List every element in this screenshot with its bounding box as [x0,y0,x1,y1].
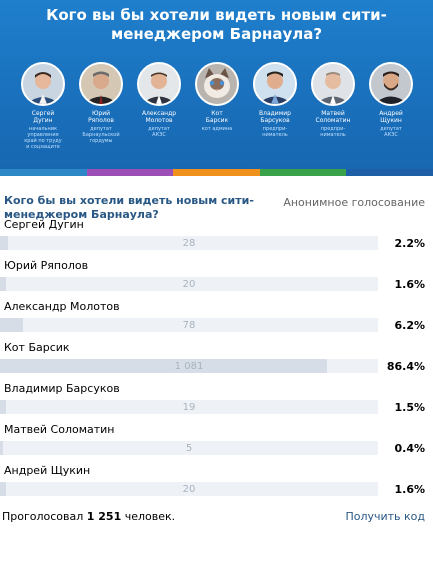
candidate-card: Сергей Дугин начальник управления край по… [14,62,72,150]
banner-title: Кого вы бы хотели видеть новым сити- мен… [0,6,433,44]
candidate-name: Юрий Ряполов [88,110,114,124]
poll-option[interactable]: Матвей Соломатин 5 0.4% [0,423,433,464]
poll-header: Кого бы вы хотели видеть новым сити-мене… [0,176,433,221]
banner-title-line-1: Кого вы бы хотели видеть новым сити- [46,6,387,24]
color-stripe [0,169,433,176]
option-percent: 1.5% [394,401,425,414]
candidate-role: предпри- ниматель [262,126,288,138]
total-suffix: человек. [124,510,176,523]
option-percent: 86.4% [386,360,425,373]
option-vote-count: 78 [182,320,196,331]
candidate-card: Кот Барсик кот админа [188,62,246,150]
stripe-segment [0,169,87,176]
candidate-card: Юрий Ряполов депутат Барнаульской гордумы [72,62,130,150]
option-label: Матвей Соломатин [4,423,115,436]
stripe-segment [86,169,174,176]
stripe-segment [259,169,347,176]
candidate-photo [195,62,239,106]
option-bar: 5 [0,441,378,455]
candidate-role: предпри- ниматель [320,126,346,138]
option-bar: 20 [0,482,378,496]
candidate-card: Александр Молотов депутат АКЗС [130,62,188,150]
option-label: Александр Молотов [4,300,120,313]
option-bar: 78 [0,318,378,332]
poll-option[interactable]: Сергей Дугин 28 2.2% [0,218,433,259]
option-vote-count: 20 [182,279,196,290]
candidate-photo [137,62,181,106]
option-bar-fill [0,359,327,373]
option-percent: 1.6% [394,278,425,291]
total-prefix: Проголосовал [2,510,84,523]
anonymous-vote-label: Анонимное голосование [283,196,425,209]
candidate-photo [369,62,413,106]
option-bar-fill [0,318,23,332]
option-bar-fill [0,400,6,414]
option-vote-count: 28 [182,238,196,249]
candidate-name: Александр Молотов [141,110,177,124]
poll-option[interactable]: Юрий Ряполов 20 1.6% [0,259,433,300]
option-bar-fill [0,236,8,250]
option-bar: 28 [0,236,378,250]
poll-option[interactable]: Владимир Барсуков 19 1.5% [0,382,433,423]
candidate-portraits: Сергей Дугин начальник управления край по… [14,62,425,150]
candidate-role: депутат АКЗС [380,126,402,138]
candidate-role: кот админа [201,126,233,132]
option-bar-fill [0,482,6,496]
poll-option[interactable]: Александр Молотов 78 6.2% [0,300,433,341]
poll-banner-image: Кого вы бы хотели видеть новым сити- мен… [0,0,433,176]
option-bar-fill [0,277,6,291]
poll-option[interactable]: Кот Барсик 1 081 86.4% [0,341,433,382]
option-percent: 6.2% [394,319,425,332]
get-code-link[interactable]: Получить код [345,510,425,523]
candidate-card: Владимир Барсуков предпри- ниматель [246,62,304,150]
candidate-name: Сергей Дугин [31,110,55,124]
option-bar-fill [0,441,3,455]
option-label: Кот Барсик [4,341,70,354]
option-label: Андрей Щукин [4,464,91,477]
candidate-card: Матвей Соломатин предпри- ниматель [304,62,362,150]
candidate-name: Владимир Барсуков [259,110,291,124]
candidate-photo [311,62,355,106]
total-count: 1 251 [86,510,122,523]
option-percent: 2.2% [394,237,425,250]
candidate-name: Матвей Соломатин [315,110,351,124]
option-vote-count: 5 [185,443,193,454]
total-voters: Проголосовал 1 251 человек. [2,510,175,523]
option-bar: 19 [0,400,378,414]
option-vote-count: 19 [182,402,196,413]
option-percent: 1.6% [394,483,425,496]
option-label: Юрий Ряполов [4,259,89,272]
candidate-name: Андрей Щукин [379,110,403,124]
poll-options: Сергей Дугин 28 2.2% Юрий Ряполов 20 1.6% Алек… [0,218,433,505]
banner-title-line-2: менеджером Барнаула? [110,25,323,43]
poll-option[interactable]: Андрей Щукин 20 1.6% [0,464,433,505]
stripe-segment [346,169,433,176]
candidate-photo [253,62,297,106]
candidate-photo [21,62,65,106]
candidate-card: Андрей Щукин депутат АКЗС [362,62,420,150]
option-bar: 1 081 [0,359,378,373]
candidate-photo [79,62,123,106]
candidate-role: депутат АКЗС [148,126,170,138]
option-label: Сергей Дугин [4,218,84,231]
candidate-name: Кот Барсик [205,110,229,124]
candidate-role: начальник управления край по труду и соц… [24,126,62,150]
option-vote-count: 20 [182,484,196,495]
option-bar: 20 [0,277,378,291]
option-label: Владимир Барсуков [4,382,120,395]
poll-question: Кого бы вы хотели видеть новым сити-мене… [4,194,254,221]
poll-footer: Проголосовал 1 251 человек. Получить код [0,506,433,530]
option-vote-count: 1 081 [174,361,204,372]
stripe-segment [173,169,260,176]
option-percent: 0.4% [394,442,425,455]
candidate-role: депутат Барнаульской гордумы [82,126,120,144]
